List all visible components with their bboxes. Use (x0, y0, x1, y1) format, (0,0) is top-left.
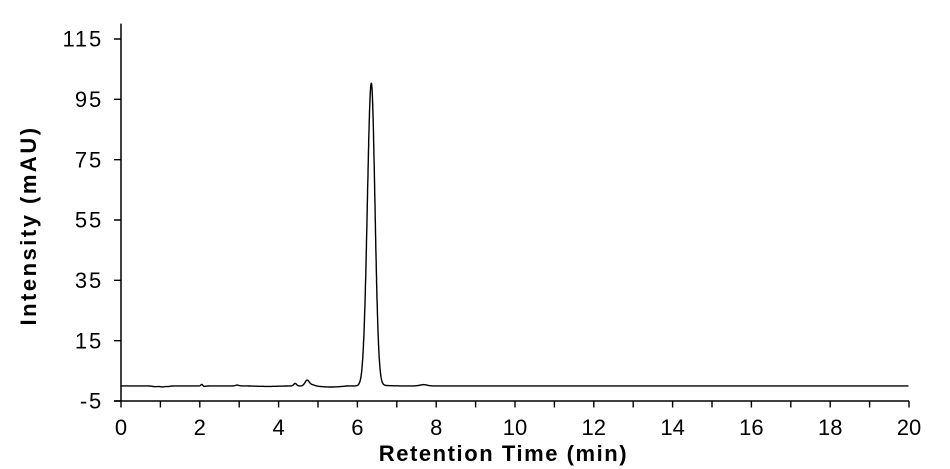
svg-text:2: 2 (194, 415, 206, 440)
svg-text:115: 115 (63, 27, 103, 52)
svg-text:18: 18 (818, 415, 842, 440)
svg-text:Intensity (mAU): Intensity (mAU) (16, 125, 41, 325)
svg-text:20: 20 (897, 415, 921, 440)
svg-text:75: 75 (75, 147, 103, 172)
svg-text:8: 8 (430, 415, 442, 440)
svg-text:16: 16 (739, 415, 763, 440)
svg-text:0: 0 (115, 415, 127, 440)
svg-text:15: 15 (75, 328, 103, 353)
svg-text:35: 35 (75, 268, 103, 293)
svg-text:12: 12 (582, 415, 606, 440)
svg-text:14: 14 (660, 415, 684, 440)
svg-text:-5: -5 (80, 389, 103, 414)
svg-text:55: 55 (75, 208, 103, 233)
svg-text:10: 10 (503, 415, 527, 440)
svg-text:4: 4 (272, 415, 284, 440)
svg-text:6: 6 (351, 415, 363, 440)
svg-text:Retention Time (min): Retention Time (min) (379, 441, 628, 466)
svg-text:95: 95 (75, 87, 103, 112)
